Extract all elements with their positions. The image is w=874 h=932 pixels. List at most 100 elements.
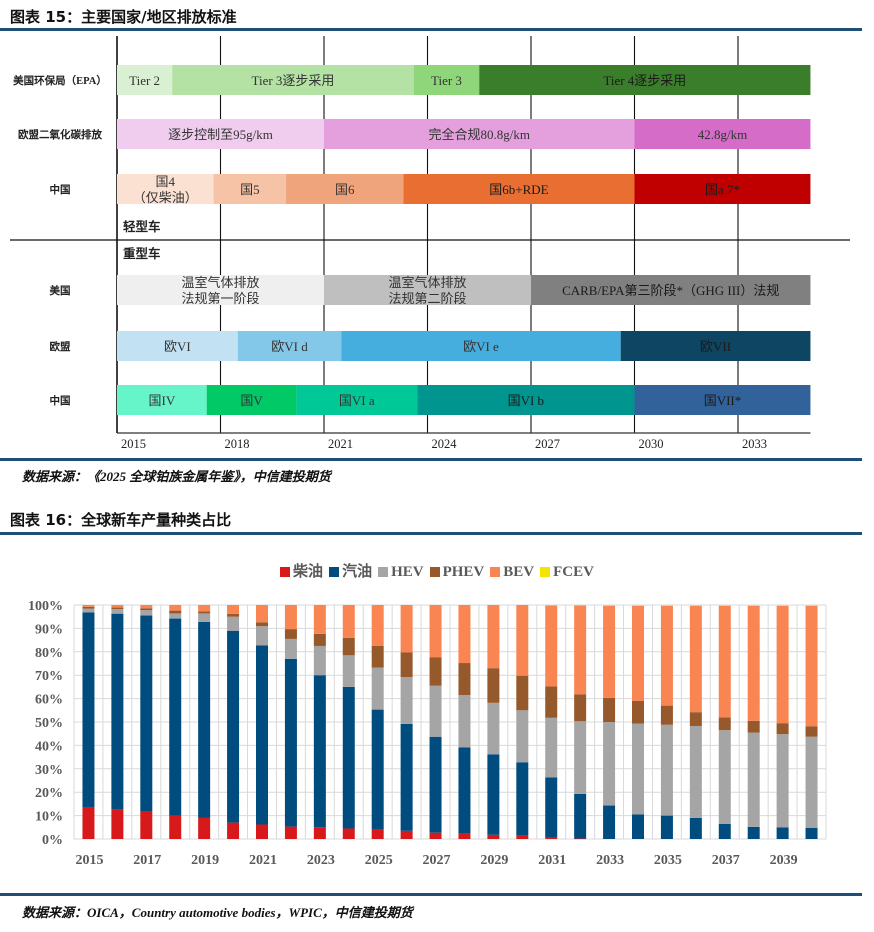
x-tick-label: 2017 [133, 853, 161, 868]
bar-segment-BEV [284, 605, 297, 630]
standard-segment [531, 275, 811, 305]
standard-segment [213, 174, 287, 204]
bar-segment-汽油 [400, 723, 413, 831]
bar-segment-BEV [400, 605, 413, 653]
standard-segment [117, 174, 214, 204]
bar-stack-2036 [689, 605, 702, 839]
bar-segment-PHEV [776, 723, 789, 735]
standard-row: 欧VI 欧VI d 欧VI e 欧VII [117, 331, 811, 361]
legend-item: FCEV [540, 564, 594, 581]
bar-segment-PHEV [429, 657, 442, 686]
standard-segment [117, 275, 324, 305]
bar-segment-汽油 [342, 686, 355, 829]
bar-segment-汽油 [603, 805, 616, 839]
x-tick-label: 2029 [480, 853, 508, 868]
standard-segment [479, 65, 811, 95]
standard-segment-label: 国VII* [704, 393, 742, 408]
legend-swatch [329, 567, 340, 577]
bar-segment-HEV [256, 626, 268, 646]
bar-segment-BEV [458, 605, 471, 664]
year-tick-label: 2024 [432, 437, 458, 451]
standard-segment-label-line: CARB/EPA第三阶段*（GHG III）法规 [562, 283, 779, 298]
bar-stack-2032 [574, 605, 587, 840]
bar-segment-HEV [689, 725, 702, 818]
bar-segment-汽油 [516, 762, 529, 836]
x-tick-label: 2033 [596, 853, 624, 868]
bar-segment-HEV [227, 616, 240, 631]
y-tick-label: 90% [35, 622, 63, 637]
bar-segment-柴油 [140, 811, 153, 839]
bar-segment-HEV [516, 710, 529, 763]
y-tick-label: 0% [42, 833, 63, 848]
bar-segment-PHEV [371, 645, 384, 668]
standard-segment-label: 欧VI [164, 339, 191, 354]
bar-segment-PHEV [603, 697, 616, 722]
bar-segment-HEV [400, 677, 413, 724]
bar-segment-汽油 [169, 618, 182, 816]
bar-segment-PHEV [747, 720, 760, 733]
light-vehicle-label: 轻型车 [123, 219, 161, 234]
bar-stack-2027 [429, 605, 442, 839]
standard-segment-label-line: 完全合规80.8g/km [429, 127, 530, 142]
standard-segment-label-line: 国IV [148, 393, 175, 408]
standard-segment-label: 欧VI d [271, 339, 308, 354]
bar-stack-2035 [660, 605, 673, 839]
figure15-title-rule [0, 28, 862, 31]
bar-segment-柴油 [342, 828, 355, 839]
y-tick-label: 60% [35, 693, 63, 708]
figure16-title-rule [0, 532, 862, 535]
legend-swatch [280, 567, 291, 577]
bar-segment-BEV [660, 605, 673, 706]
standard-row: 温室气体排放法规第一阶段温室气体排放法规第二阶段CARB/EPA第三阶段*（GH… [117, 275, 811, 306]
bar-segment-FCEV [632, 605, 644, 606]
standard-segment-label-line: 欧VI [164, 339, 191, 354]
standard-segment [206, 385, 297, 415]
figure15-title: 图表 15：主要国家/地区排放标准 [10, 8, 237, 26]
bar-segment-PHEV [227, 613, 240, 617]
bar-segment-汽油 [371, 709, 384, 830]
legend-swatch [540, 567, 551, 577]
bar-segment-柴油 [458, 833, 471, 839]
bar-segment-FCEV [718, 605, 731, 606]
bar-segment-PHEV [805, 726, 818, 737]
bar-segment-柴油 [487, 834, 500, 839]
standard-segment-label: 42.8g/km [698, 127, 747, 142]
bar-segment-汽油 [718, 823, 731, 839]
bar-segment-汽油 [747, 826, 760, 839]
year-tick-label: 2021 [328, 437, 353, 451]
standard-segment [117, 385, 207, 415]
bar-segment-HEV [313, 645, 326, 676]
bar-segment-汽油 [574, 793, 587, 839]
bar-segment-BEV [140, 605, 153, 609]
bar-segment-柴油 [169, 815, 182, 839]
bar-segment-HEV [718, 730, 731, 824]
bar-stack-2026 [400, 605, 413, 839]
bar-segment-HEV [747, 732, 760, 827]
bar-segment-HEV [574, 721, 587, 794]
bar-stack-2029 [487, 605, 500, 839]
bar-segment-汽油 [545, 777, 558, 838]
standard-segment [324, 119, 635, 149]
legend-item: BEV [490, 564, 534, 581]
legend-item: 柴油 [280, 560, 323, 581]
figure16-title: 图表 16：全球新车产量种类占比 [10, 511, 232, 529]
standard-segment-label: Tier 3逐步采用 [251, 73, 334, 88]
bar-segment-BEV [574, 605, 587, 695]
standard-segment [413, 65, 480, 95]
x-tick-label: 2019 [191, 853, 219, 868]
x-tick-label: 2035 [654, 853, 682, 868]
standard-segment-label: 国6 [335, 182, 355, 197]
bar-stack-2019 [198, 605, 211, 839]
standard-segment-label: CARB/EPA第三阶段*（GHG III）法规 [562, 283, 779, 298]
bar-stack-2025 [371, 605, 384, 839]
bar-segment-PHEV [660, 705, 673, 725]
bar-segment-BEV [342, 605, 355, 638]
y-tick-label: 100% [28, 599, 63, 614]
standard-segment-label: 国IV [148, 393, 175, 408]
bar-segment-柴油 [227, 822, 240, 839]
bar-stack-2038 [747, 605, 760, 839]
bar-segment-BEV [227, 605, 240, 614]
standard-segment-label: 温室气体排放法规第二阶段 [388, 275, 466, 306]
bar-segment-柴油 [284, 826, 297, 839]
year-tick-label: 2027 [535, 437, 560, 451]
